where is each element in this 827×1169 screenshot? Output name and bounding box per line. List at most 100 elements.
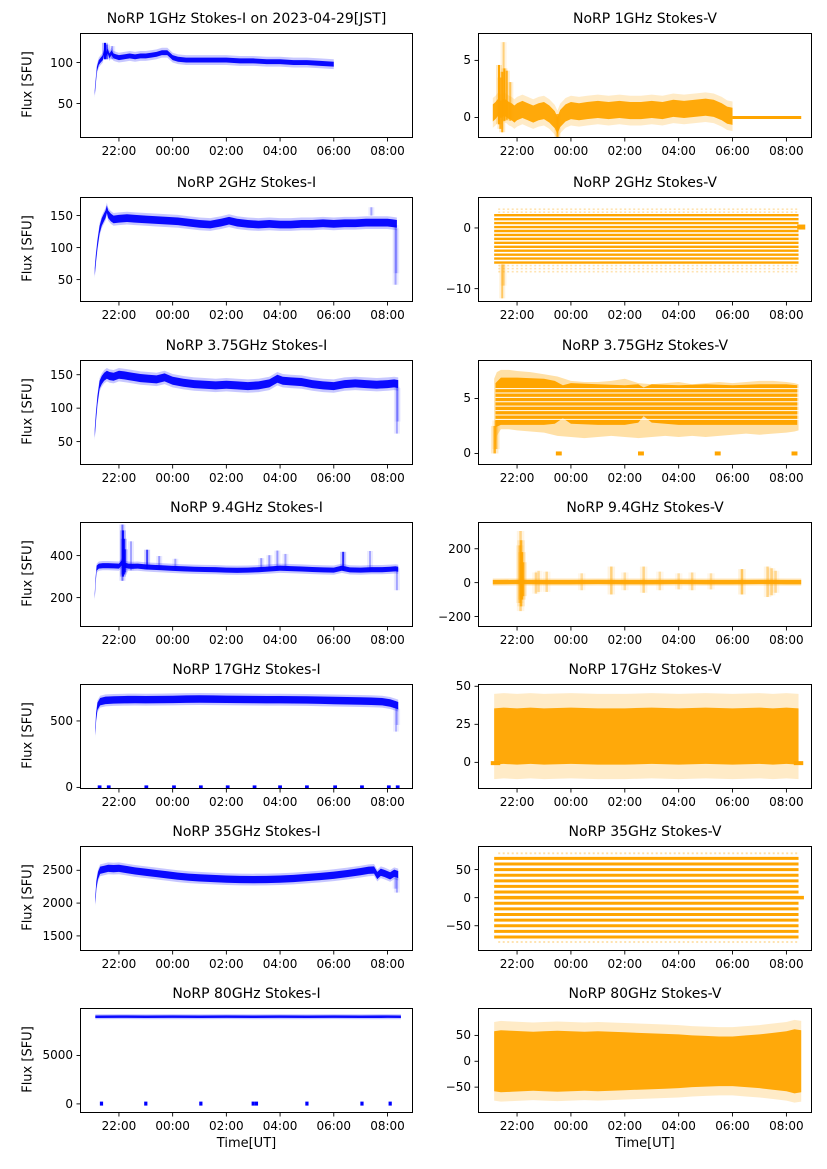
data-band-halo	[94, 202, 397, 279]
plot-area-norp-17ghz-stokes-v	[474, 684, 812, 793]
x-tick-label: 08:00	[370, 795, 405, 809]
data-band-halo	[95, 693, 399, 738]
x-tick-label: 22:00	[101, 957, 137, 971]
x-tick-label: 04:00	[661, 308, 696, 322]
y-tick-label: −10	[445, 281, 471, 296]
x-tick-label: 04:00	[262, 1119, 298, 1133]
tick-marks	[474, 685, 787, 793]
tick-marks	[474, 869, 787, 955]
y-tick-label: −200	[438, 609, 471, 624]
x-tick-label: 08:00	[769, 144, 804, 158]
axes-frame	[478, 197, 812, 302]
x-tick-label: 00:00	[155, 633, 190, 647]
y-tick-label: 2500	[42, 863, 73, 878]
x-tick-label: 02:00	[209, 1119, 244, 1133]
y-tick-label: 50	[57, 272, 73, 287]
subplot-title: NoRP 9.4GHz Stokes-V	[566, 500, 724, 516]
x-tick-label: 22:00	[101, 633, 137, 647]
subplot-title: NoRP 17GHz Stokes-I	[172, 662, 321, 678]
tick-marks	[76, 720, 388, 793]
axes-frame	[478, 846, 812, 951]
data-band	[94, 560, 399, 599]
y-tick-label: 1500	[42, 928, 73, 943]
plot-area-norp-17ghz-stokes-i	[76, 684, 413, 793]
axes-frame	[80, 360, 413, 465]
y-tick-label: 5	[463, 53, 471, 68]
x-tick-label: 04:00	[262, 308, 298, 322]
x-tick-label: 04:00	[262, 144, 298, 158]
y-tick-label: 150	[50, 367, 73, 382]
y-tick-label: 100	[50, 401, 73, 416]
x-tick-label: 06:00	[316, 795, 352, 809]
x-tick-label: 22:00	[499, 144, 535, 158]
x-axis-label: Time[UT]	[216, 1136, 277, 1151]
x-tick-label: 22:00	[499, 795, 535, 809]
x-tick-label: 08:00	[370, 957, 405, 971]
y-tick-label: 50	[455, 862, 471, 877]
x-tick-label: 02:00	[607, 633, 643, 647]
subplot-title: NoRP 80GHz Stokes-I	[172, 986, 321, 1002]
data-band	[492, 98, 733, 135]
series-norp-3.75ghz-stokes-i	[94, 368, 401, 441]
x-tick-label: 02:00	[607, 1119, 643, 1133]
x-tick-label: 08:00	[769, 471, 804, 485]
axes-frame	[478, 33, 812, 138]
x-tick-label: 00:00	[155, 957, 190, 971]
x-tick-label: 00:00	[553, 471, 589, 485]
tick-marks	[474, 1034, 787, 1117]
x-tick-label: 02:00	[209, 795, 244, 809]
x-tick-label: 06:00	[715, 144, 750, 158]
data-band	[94, 370, 399, 438]
x-tick-label: 08:00	[370, 1119, 405, 1133]
x-tick-label: 00:00	[553, 308, 589, 322]
series-norp-2ghz-stokes-i	[94, 202, 400, 285]
y-tick-label: 0	[463, 1054, 471, 1069]
x-tick-label: 06:00	[316, 144, 352, 158]
x-tick-label: 06:00	[715, 308, 750, 322]
x-tick-label: 04:00	[661, 957, 696, 971]
series-norp-2ghz-stokes-v	[494, 208, 806, 299]
axes-frame	[80, 1008, 413, 1113]
axes-frame	[478, 684, 812, 789]
series-norp-17ghz-stokes-v	[490, 693, 804, 780]
series-norp-3.75ghz-stokes-v	[490, 369, 799, 456]
tick-marks	[474, 59, 787, 142]
x-tick-label: 08:00	[370, 144, 405, 158]
x-tick-label: 04:00	[661, 633, 696, 647]
plot-area-norp-35ghz-stokes-i	[76, 846, 413, 955]
subplot-title: NoRP 3.75GHz Stokes-V	[561, 338, 729, 354]
x-tick-label: 22:00	[499, 957, 535, 971]
series-norp-1ghz-stokes-v	[492, 42, 802, 138]
x-axis-label: Time[UT]	[615, 1136, 675, 1151]
subplot-title: NoRP 17GHz Stokes-V	[568, 662, 722, 678]
x-tick-label: 04:00	[661, 1119, 696, 1133]
x-tick-label: 00:00	[553, 957, 589, 971]
series-norp-35ghz-stokes-i	[95, 862, 400, 907]
y-tick-label: 0	[463, 755, 471, 770]
x-tick-label: 06:00	[316, 633, 352, 647]
plot-area-norp-9.4ghz-stokes-v	[474, 522, 812, 631]
y-tick-label: 500	[50, 713, 73, 728]
x-tick-label: 02:00	[607, 144, 643, 158]
subplot-title: NoRP 9.4GHz Stokes-I	[170, 500, 323, 516]
x-tick-label: 08:00	[769, 795, 804, 809]
axes-frame	[80, 846, 413, 951]
subplot-title: NoRP 35GHz Stokes-I	[172, 824, 321, 840]
x-tick-label: 02:00	[209, 633, 244, 647]
axes-frame	[80, 197, 413, 302]
x-tick-label: 08:00	[769, 957, 804, 971]
x-tick-label: 08:00	[769, 1119, 804, 1133]
y-tick-label: 0	[65, 1096, 73, 1111]
y-tick-label: 0	[463, 220, 471, 235]
axes-frame	[80, 33, 413, 138]
plot-area-norp-3.75ghz-stokes-i	[76, 360, 413, 469]
x-tick-label: 22:00	[101, 1119, 137, 1133]
plot-area-norp-2ghz-stokes-v	[474, 197, 812, 306]
y-axis-label: Flux [SFU]	[20, 701, 36, 769]
tick-marks	[474, 398, 787, 469]
x-tick-label: 08:00	[769, 633, 804, 647]
x-tick-label: 08:00	[370, 308, 405, 322]
axes-frame	[478, 1008, 812, 1113]
x-tick-label: 06:00	[715, 471, 750, 485]
